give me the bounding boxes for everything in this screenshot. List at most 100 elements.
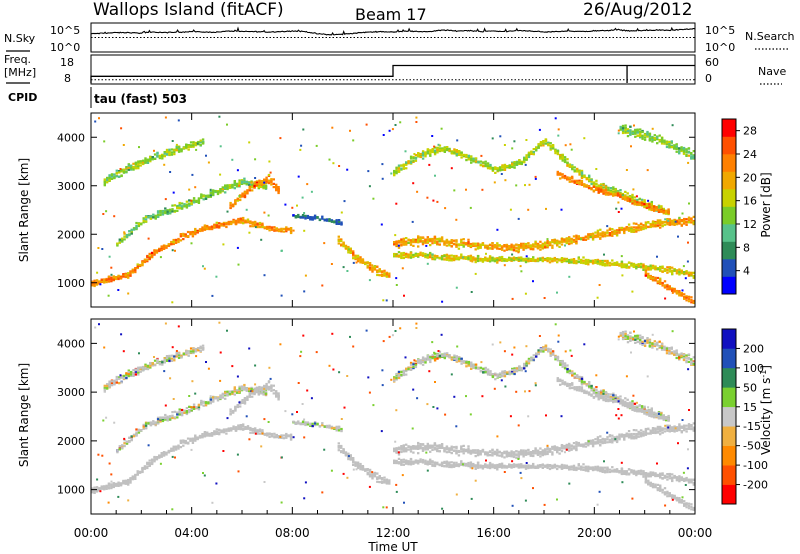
velocity-cell: [273, 435, 276, 438]
nave-tick-top: 60: [705, 56, 719, 69]
power-cell: [559, 154, 562, 157]
power-cell: [668, 287, 671, 290]
velocity-cell: [131, 476, 135, 479]
velocity-cell: [335, 429, 338, 432]
power-noise: [219, 145, 222, 148]
velocity-cell: [161, 416, 165, 419]
power-cell: [656, 276, 660, 280]
velocity-cell: [134, 473, 137, 476]
velocity-cell: [191, 441, 195, 444]
power-cell: [448, 254, 451, 257]
power-cell: [176, 209, 179, 212]
power-cell: [649, 268, 652, 271]
velocity-cell: [192, 403, 196, 406]
power-cell: [457, 247, 461, 250]
velocity-cell: [201, 435, 204, 438]
power-noise: [681, 289, 684, 292]
power-cell: [421, 150, 425, 153]
power-cell: [249, 220, 252, 223]
power-cell: [639, 134, 642, 137]
velocity-cell: [127, 483, 130, 486]
velocity-cell: [278, 436, 281, 439]
power-noise: [620, 207, 623, 210]
velocity-cell: [255, 389, 259, 392]
power-cell: [601, 231, 604, 234]
velocity-cell: [182, 441, 185, 444]
power-cell: [628, 196, 632, 199]
power-cell: [174, 238, 178, 241]
power-noise: [263, 274, 266, 277]
power-cell: [185, 146, 188, 149]
power-cell: [354, 256, 357, 259]
power-noise: [267, 214, 270, 217]
power-cell: [210, 228, 214, 231]
power-cell: [508, 165, 511, 168]
velocity-cell: [251, 431, 254, 434]
power-noise: [194, 186, 197, 189]
power-cell: [180, 148, 183, 151]
power-cell: [678, 151, 681, 154]
velocity-cell: [258, 429, 262, 432]
power-cell: [619, 128, 622, 131]
power-cell: [472, 160, 475, 163]
velocity-cell: [107, 484, 111, 487]
power-noise: [411, 220, 414, 223]
power-cell: [556, 150, 560, 153]
power-cell: [546, 241, 549, 244]
power-cell: [414, 252, 417, 255]
power-cell: [537, 144, 540, 147]
power-cell: [215, 221, 218, 224]
power-cell: [201, 228, 204, 231]
velocity-cell: [194, 350, 198, 353]
power-cell: [400, 241, 403, 244]
power-cell: [561, 173, 564, 176]
power-cell: [551, 147, 555, 150]
power-cell: [690, 155, 693, 158]
power-cell: [687, 218, 691, 221]
velocity-cell: [127, 478, 130, 482]
power-noise: [426, 262, 429, 265]
colorbar-swatch: [722, 224, 736, 242]
velocity-cell: [316, 422, 319, 425]
power-cell: [481, 243, 485, 246]
power-cell: [448, 149, 451, 152]
velocity-cell: [294, 421, 298, 424]
power-cell: [407, 253, 410, 256]
power-cell: [623, 266, 626, 269]
velocity-cell: [330, 427, 334, 430]
power-cell: [663, 285, 667, 288]
power-noise: [304, 274, 307, 277]
power-cell: [510, 245, 513, 248]
velocity-cell: [246, 426, 250, 429]
power-cell: [409, 157, 413, 160]
power-cell: [440, 257, 444, 260]
power-cell: [450, 254, 453, 257]
power-cell: [228, 186, 232, 189]
power-noise: [568, 275, 571, 278]
velocity-cell: [139, 366, 142, 369]
velocity-cell: [203, 435, 207, 438]
power-cell: [340, 240, 343, 243]
power-cell: [275, 229, 278, 232]
power-cell: [491, 256, 494, 259]
power-cell: [168, 151, 171, 154]
velocity-cell: [267, 380, 271, 383]
power-cell: [510, 258, 513, 261]
power-cell: [123, 235, 126, 238]
power-cell: [573, 166, 576, 169]
velocity-cell: [188, 409, 191, 412]
power-cell: [417, 245, 420, 248]
power-cell: [592, 185, 596, 188]
power-noise: [440, 127, 443, 130]
power-cell: [429, 149, 432, 153]
power-cell: [601, 262, 604, 265]
power-cell: [668, 143, 671, 147]
velocity-cell: [177, 352, 181, 355]
velocity-cell: [260, 392, 263, 395]
velocity-cell: [234, 409, 237, 412]
power-cell: [270, 228, 274, 231]
power-cell: [224, 186, 227, 189]
power-cell: [488, 247, 492, 250]
power-cell: [503, 168, 507, 171]
power-cell: [236, 197, 239, 201]
